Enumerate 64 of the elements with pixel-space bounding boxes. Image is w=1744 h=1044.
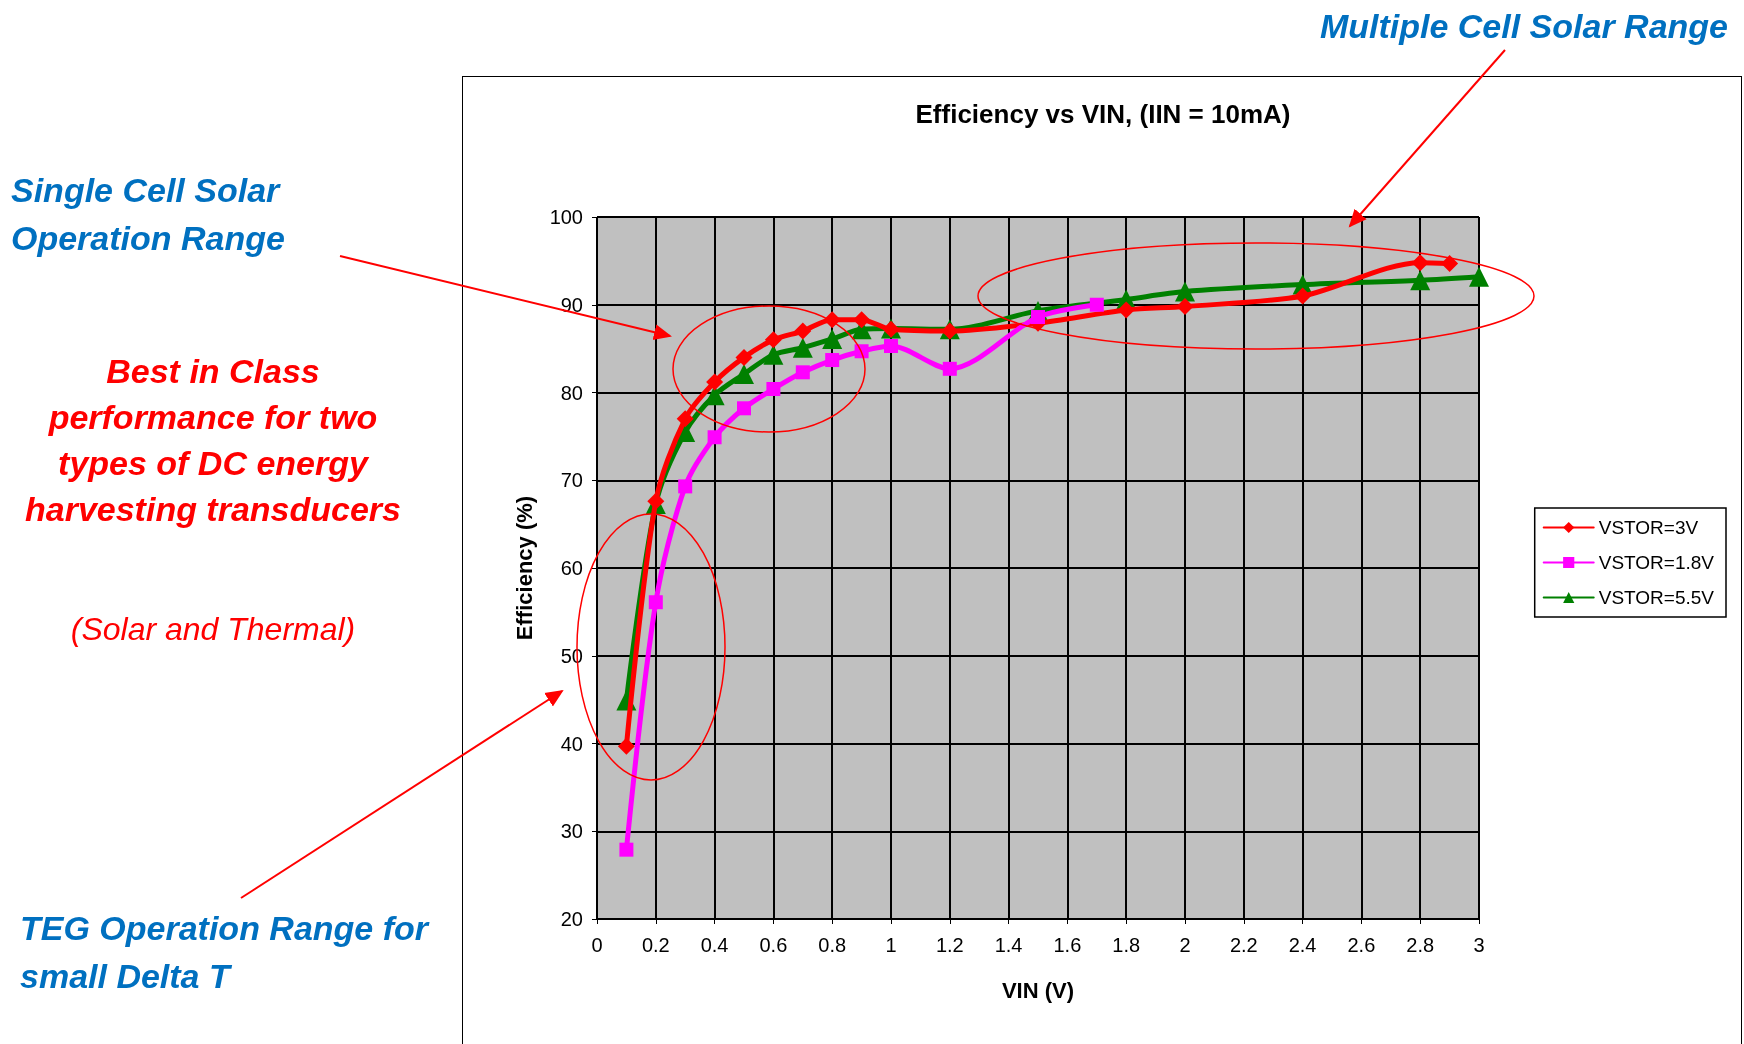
y-axis-title: Efficiency (%) [511, 495, 537, 641]
x-tick-label: 2.8 [1406, 934, 1435, 956]
point [735, 348, 753, 366]
point [706, 373, 724, 391]
point [884, 338, 898, 353]
text: Single Cell Solar Operation Range [11, 170, 286, 259]
point [764, 331, 782, 349]
point [676, 410, 694, 428]
point [737, 401, 751, 416]
x-tick-label: 0 [591, 934, 603, 956]
point [1469, 266, 1489, 287]
text: (Solar and Thermal) [69, 610, 357, 649]
point [1175, 281, 1195, 302]
point [942, 361, 957, 376]
point [1176, 298, 1194, 316]
x-tick-label: 2.4 [1288, 934, 1317, 956]
y-tick-label: 20 [560, 908, 583, 930]
x-tick-label: 1.2 [935, 934, 964, 956]
x-tick-label: 2.6 [1347, 934, 1376, 956]
point [1411, 254, 1429, 272]
y-tick-label: 30 [560, 820, 583, 843]
point [822, 328, 843, 349]
legend-label: VSTOR=5.5V [1598, 587, 1715, 608]
point [1294, 287, 1312, 305]
point [825, 353, 840, 368]
point [1089, 297, 1104, 312]
point [853, 311, 871, 329]
x-axis-title: VIN (V) [1001, 977, 1075, 1003]
x-tick-label: 0.8 [818, 934, 847, 956]
point [707, 430, 722, 445]
x-tick-label: 2 [1179, 934, 1191, 956]
point [619, 842, 634, 857]
point [795, 365, 810, 380]
x-tick-label: 2.2 [1229, 934, 1258, 956]
point [678, 479, 693, 494]
x-tick-label: 0.4 [700, 934, 729, 956]
y-tick-label: 80 [560, 381, 583, 404]
point [792, 337, 813, 358]
y-tick-label: 60 [560, 557, 583, 579]
point [617, 737, 635, 755]
x-tick-label: 1.8 [1112, 934, 1141, 956]
y-tick-label: 100 [549, 206, 583, 228]
point [1441, 255, 1459, 273]
text: TEG Operation Range for small Delta T [20, 908, 431, 997]
y-tick-label: 40 [560, 732, 583, 755]
x-tick-label: 1 [885, 934, 897, 956]
point [763, 344, 784, 365]
text: Best in Class performance for two types of DC energy harvesting transducers [24, 351, 402, 530]
point [648, 595, 663, 610]
point [1117, 301, 1135, 319]
x-tick-label: 0.6 [759, 934, 788, 956]
legend-label: VSTOR=1.8V [1598, 552, 1715, 573]
point [766, 381, 781, 396]
legend-label: VSTOR=3V [1598, 517, 1699, 538]
x-tick-label: 3 [1473, 934, 1485, 956]
y-tick-label: 70 [560, 469, 583, 492]
x-tick-label: 1.6 [1053, 934, 1082, 956]
x-tick-label: 0.2 [641, 934, 670, 956]
point [734, 364, 754, 385]
point [794, 322, 812, 340]
text: Multiple Cell Solar Range [1318, 6, 1728, 47]
x-tick-label: 1.4 [994, 934, 1023, 956]
point [1410, 270, 1431, 291]
chart-title: Efficiency vs VIN, (IIN = 10mA) [915, 99, 1291, 129]
